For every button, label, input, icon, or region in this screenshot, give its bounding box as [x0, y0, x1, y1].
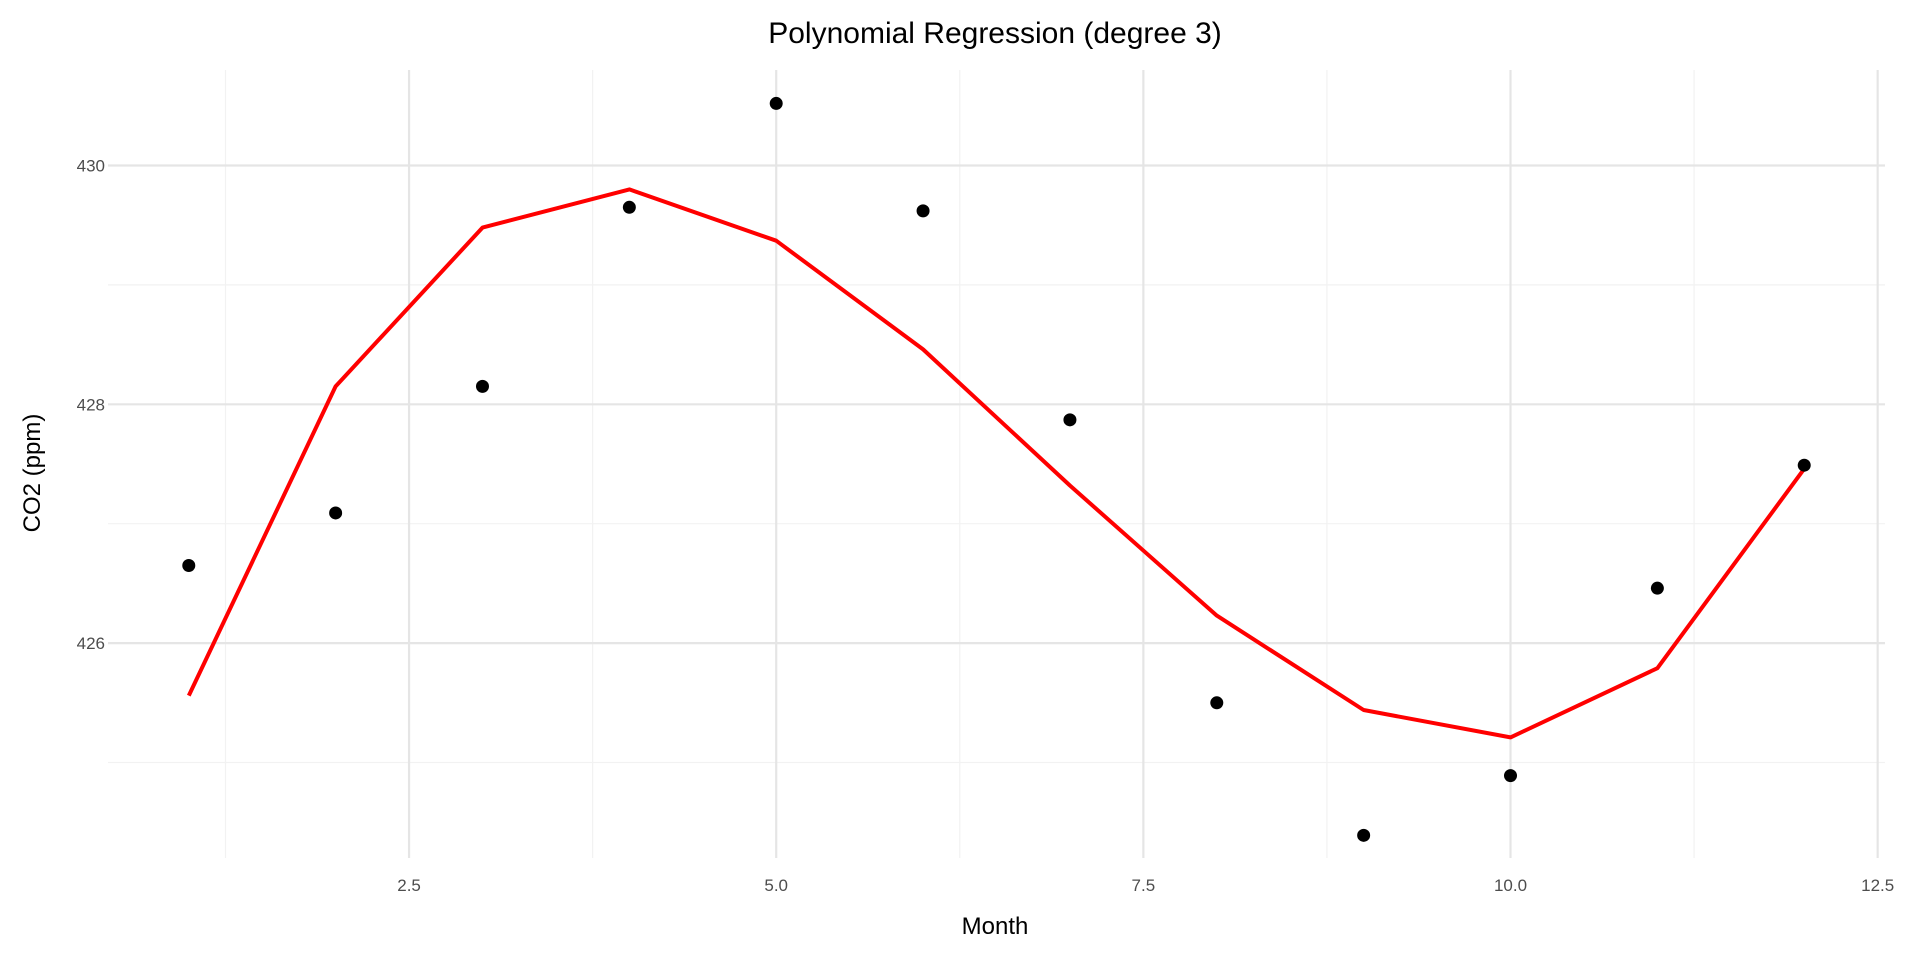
y-tick-labels: 426 428 430 [77, 157, 105, 654]
data-point [916, 204, 930, 218]
regression-fit-line [186, 187, 1806, 740]
data-point [475, 379, 489, 393]
y-tick-label: 426 [77, 634, 105, 653]
x-tick-label: 2.5 [397, 876, 421, 895]
data-point [1357, 828, 1371, 842]
data-points-layer [182, 96, 1811, 842]
minor-gridlines [108, 70, 1885, 858]
chart-title: Polynomial Regression (degree 3) [768, 17, 1222, 50]
x-tick-label: 12.5 [1861, 876, 1894, 895]
data-point [329, 506, 343, 520]
y-tick-label: 430 [77, 157, 105, 176]
y-tick-label: 428 [77, 395, 105, 414]
data-point [622, 200, 636, 214]
x-axis-title: Month [962, 913, 1029, 940]
data-point [1063, 413, 1077, 427]
data-point [769, 96, 783, 110]
regression-line-layer [186, 187, 1806, 740]
y-axis-title: CO2 (ppm) [19, 414, 46, 533]
data-point [1650, 581, 1664, 595]
x-tick-label: 5.0 [764, 876, 788, 895]
x-tick-labels: 2.5 5.0 7.5 10.0 12.5 [397, 876, 1894, 895]
data-point [1210, 696, 1224, 710]
data-point [1797, 458, 1811, 472]
x-tick-label: 10.0 [1494, 876, 1527, 895]
data-point [182, 558, 196, 572]
x-tick-label: 7.5 [1132, 876, 1156, 895]
major-gridlines [108, 70, 1885, 858]
data-point [1504, 769, 1518, 783]
